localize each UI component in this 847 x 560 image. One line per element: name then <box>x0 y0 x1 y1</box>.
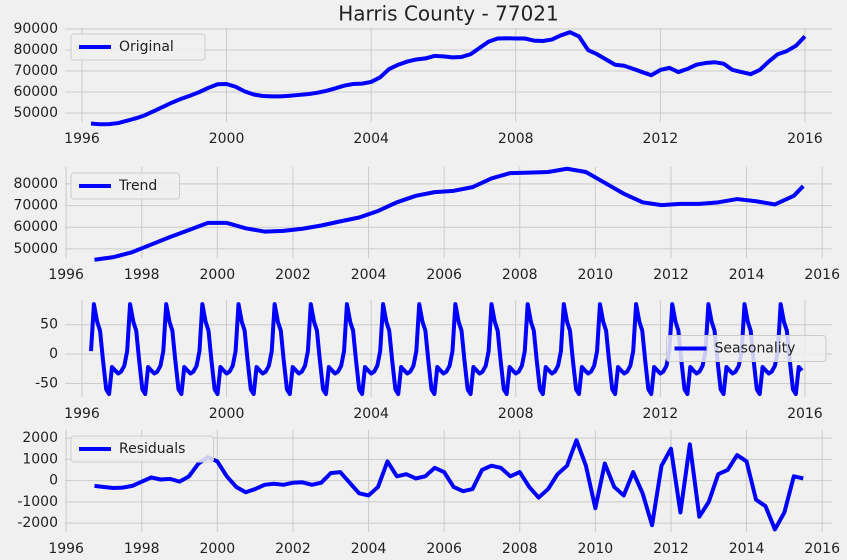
legend-box <box>70 33 206 61</box>
y-tick-label: -1000 <box>17 494 58 510</box>
y-tick-label: 90000 <box>13 21 58 37</box>
x-tick-label: 2016 <box>804 267 840 283</box>
x-tick-label: 2000 <box>209 131 245 147</box>
legend-box <box>666 335 827 362</box>
x-tick-label: 2006 <box>426 267 462 283</box>
x-tick-label: 2002 <box>275 267 311 283</box>
legend: Seasonality <box>666 335 827 362</box>
x-tick-label: 2014 <box>729 541 765 557</box>
x-tick-label: 2016 <box>804 541 840 557</box>
y-tick-label: 70000 <box>13 63 58 79</box>
x-tick-label: 1996 <box>64 131 100 147</box>
x-tick-label: 2004 <box>351 267 387 283</box>
x-tick-label: 1998 <box>124 267 160 283</box>
x-tick-label: 2012 <box>642 131 678 147</box>
x-tick-label: 2016 <box>787 406 823 422</box>
x-tick-label: 2004 <box>351 541 387 557</box>
legend: Original <box>70 33 206 61</box>
data-line <box>94 166 805 262</box>
x-tick-label: 1996 <box>64 406 100 422</box>
y-tick-label: 80000 <box>13 42 58 58</box>
x-tick-label: 2008 <box>498 131 534 147</box>
x-tick-label: 2010 <box>578 267 614 283</box>
x-tick-label: 1998 <box>124 541 160 557</box>
y-tick-label: 2000 <box>22 430 58 446</box>
x-tick-label: 1996 <box>48 267 84 283</box>
data-line <box>90 30 807 127</box>
y-tick-label: 60000 <box>13 219 58 235</box>
y-tick-label: 1000 <box>22 451 58 467</box>
x-tick-label: 2002 <box>275 541 311 557</box>
x-tick-label: 2012 <box>642 406 678 422</box>
y-tick-label: 0 <box>49 346 58 362</box>
x-tick-label: 2000 <box>200 267 236 283</box>
x-tick-label: 2012 <box>653 267 689 283</box>
y-tick-label: 50000 <box>13 105 58 121</box>
y-tick-label: -2000 <box>17 515 58 531</box>
legend-box <box>70 172 180 200</box>
x-tick-label: 2000 <box>209 406 245 422</box>
x-tick-label: 2010 <box>578 541 614 557</box>
legend-label: Residuals <box>119 441 185 457</box>
legend: Trend <box>70 172 180 200</box>
y-tick-label: 50 <box>40 317 58 333</box>
x-tick-label: 2016 <box>787 131 823 147</box>
legend-label: Seasonality <box>715 341 796 357</box>
x-tick-label: 2014 <box>729 267 765 283</box>
x-tick-label: 2008 <box>502 541 538 557</box>
y-tick-label: 0 <box>49 473 58 489</box>
y-tick-label: 50000 <box>13 241 58 257</box>
x-tick-label: 2008 <box>502 267 538 283</box>
y-tick-label: 60000 <box>13 84 58 100</box>
y-tick-label: -50 <box>35 375 58 391</box>
legend-label: Trend <box>118 178 157 194</box>
x-tick-label: 2004 <box>353 131 389 147</box>
y-tick-label: 70000 <box>13 198 58 214</box>
x-tick-label: 2004 <box>353 406 389 422</box>
x-tick-label: 2000 <box>200 541 236 557</box>
x-tick-label: 1996 <box>48 541 84 557</box>
x-tick-label: 2012 <box>653 541 689 557</box>
legend: Residuals <box>70 435 214 463</box>
chart-title: Harris County - 77021 <box>338 2 559 26</box>
x-tick-label: 2006 <box>426 541 462 557</box>
legend-label: Original <box>119 39 174 55</box>
x-tick-label: 2008 <box>498 406 534 422</box>
data-line <box>89 302 804 397</box>
legend-box <box>70 435 214 463</box>
y-tick-label: 80000 <box>13 176 58 192</box>
